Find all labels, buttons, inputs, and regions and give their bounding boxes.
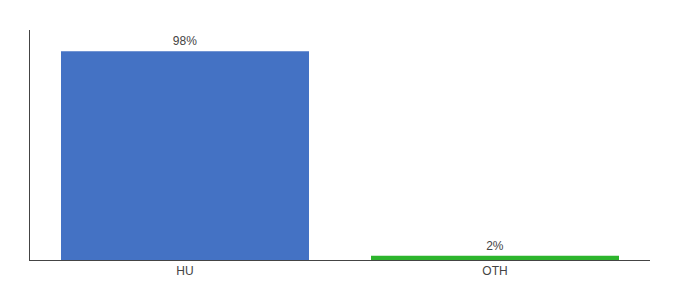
svg-text:OTH: OTH: [482, 264, 507, 278]
svg-text:2%: 2%: [486, 239, 504, 253]
svg-text:HU: HU: [176, 264, 193, 278]
svg-text:98%: 98%: [173, 34, 197, 48]
